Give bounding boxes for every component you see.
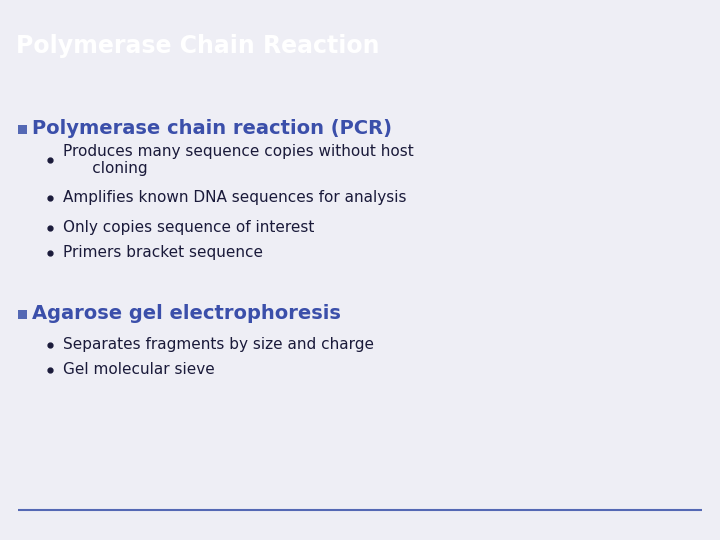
Text: Primers bracket sequence: Primers bracket sequence [63, 245, 263, 260]
Text: Only copies sequence of interest: Only copies sequence of interest [63, 220, 315, 235]
Text: Polymerase chain reaction (PCR): Polymerase chain reaction (PCR) [32, 119, 392, 138]
Bar [18, 310, 27, 319]
Text: Produces many sequence copies without host
      cloning: Produces many sequence copies without ho… [63, 144, 414, 176]
Bar [18, 125, 27, 134]
Text: Agarose gel electrophoresis: Agarose gel electrophoresis [32, 305, 341, 323]
Text: Gel molecular sieve: Gel molecular sieve [63, 362, 215, 377]
Text: Separates fragments by size and charge: Separates fragments by size and charge [63, 338, 374, 353]
Text: Amplifies known DNA sequences for analysis: Amplifies known DNA sequences for analys… [63, 191, 407, 205]
Text: Polymerase Chain Reaction: Polymerase Chain Reaction [16, 35, 379, 58]
